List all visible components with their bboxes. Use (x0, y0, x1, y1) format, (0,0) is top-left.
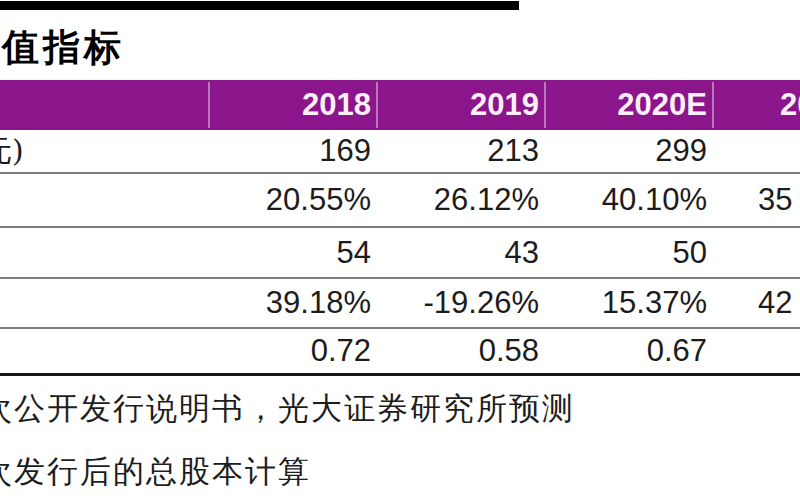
table-cell: 15.37% (544, 279, 712, 327)
table-cell: -19.26% (376, 279, 544, 327)
header-label-cell (0, 80, 208, 130)
table-body: 元) 169 213 299 20.55% 26.12% 40.10% 35 5… (0, 130, 800, 376)
table-cell: 20.55% (208, 174, 376, 226)
table-cell: 39.18% (208, 279, 376, 327)
table-row-profit-growth: 39.18% -19.26% 15.37% 42 (0, 279, 800, 329)
table-cell: 169 (208, 130, 376, 172)
table-cell: 42 (712, 279, 800, 327)
table-cell: 40.10% (544, 174, 712, 226)
header-divider (544, 82, 546, 128)
footnote-note: 次发行后的总股本计算 (0, 451, 311, 493)
table-row-net-profit: 54 43 50 (0, 228, 800, 279)
table-cell: 54 (208, 228, 376, 277)
table-cell: 50 (544, 228, 712, 277)
table-cell: 213 (376, 130, 544, 172)
table-cell: 0.58 (376, 329, 544, 373)
table-row-revenue-growth: 20.55% 26.12% 40.10% 35 (0, 174, 800, 228)
row-label-fragment: 元) (0, 130, 208, 172)
table-cell: 26.12% (376, 174, 544, 226)
row-label-fragment (0, 228, 208, 277)
header-year-2021e: 2021E (712, 80, 800, 130)
header-divider (208, 82, 210, 128)
table-row-eps: 0.72 0.58 0.67 (0, 329, 800, 376)
header-year-2019: 2019 (376, 80, 544, 130)
valuation-table: 2018 2019 2020E 2021E 元) 169 213 299 20.… (0, 80, 800, 376)
table-cell (712, 130, 800, 172)
table-cell (712, 329, 800, 373)
row-label-fragment (0, 329, 208, 373)
header-year-2018: 2018 (208, 80, 376, 130)
header-divider (712, 82, 714, 128)
table-row-revenue: 元) 169 213 299 (0, 130, 800, 174)
header-year-2020e: 2020E (544, 80, 712, 130)
table-cell: 299 (544, 130, 712, 172)
header-divider (376, 82, 378, 128)
footnote-source: 次公开发行说明书，光大证券研究所预测 (0, 388, 575, 430)
table-cell: 43 (376, 228, 544, 277)
table-cell: 35 (712, 174, 800, 226)
table-cell (712, 228, 800, 277)
row-label-fragment (0, 279, 208, 327)
table-header-row: 2018 2019 2020E 2021E (0, 80, 800, 130)
title-top-rule (0, 1, 519, 10)
row-label-fragment (0, 174, 208, 226)
table-cell: 0.67 (544, 329, 712, 373)
page-title: 值指标 (2, 24, 125, 70)
table-cell: 0.72 (208, 329, 376, 373)
